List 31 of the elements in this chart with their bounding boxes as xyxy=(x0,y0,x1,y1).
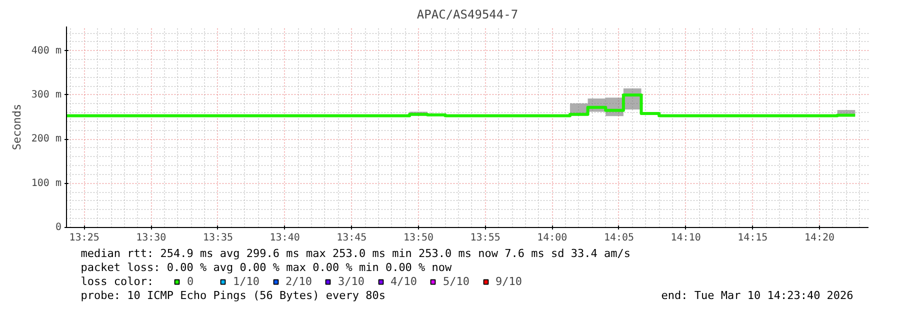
legend-label: 0 xyxy=(187,275,195,288)
x-tick-label: 13:55 xyxy=(470,232,500,244)
x-tick-label: 14:05 xyxy=(604,232,634,244)
x-tick-label: 13:50 xyxy=(403,232,434,244)
x-tick-label: 13:30 xyxy=(136,232,166,244)
x-tick-label: 14:10 xyxy=(670,232,701,244)
text: probe: 10 ICMP Echo Pings (56 Bytes) every 80s xyxy=(80,289,386,302)
y-tick-label: 0 xyxy=(55,222,62,233)
y-tick-label: 300 m xyxy=(31,89,62,100)
legend-label: 2/10 xyxy=(286,275,312,288)
text: end: Tue Mar 10 14:23:40 2026 xyxy=(661,289,854,302)
x-tick-label: 13:45 xyxy=(336,232,367,244)
y-tick-label: 200 m xyxy=(31,134,62,145)
x-tick-label: 14:20 xyxy=(804,232,835,244)
x-tick-label: 14:00 xyxy=(537,232,568,244)
legend-label: 1/10 xyxy=(233,275,260,288)
legend-label: 3/10 xyxy=(338,275,364,288)
legend-title: loss color: xyxy=(80,275,154,288)
legend-label: 9/10 xyxy=(496,275,522,288)
x-tick-label: 13:35 xyxy=(202,232,234,244)
chart-title: APAC/AS49544-7 xyxy=(416,8,518,22)
x-tick-label: 13:25 xyxy=(69,232,100,244)
text: packet loss: 0.00 % avg 0.00 % max 0.00 % min 0.00 % now xyxy=(80,261,452,274)
y-tick-label: 400 m xyxy=(31,45,62,56)
y-axis-title: Seconds xyxy=(10,104,24,150)
x-tick-label: 14:15 xyxy=(738,232,768,244)
legend-label: 4/10 xyxy=(390,275,417,288)
x-tick-label: 13:40 xyxy=(270,232,300,244)
legend-label: 5/10 xyxy=(443,275,470,288)
text: median rtt: 254.9 ms avg 299.6 ms max 253.0 ms min 253.0 ms now 7.6 ms sd 33.4 am/s xyxy=(80,247,630,260)
y-tick-label: 100 m xyxy=(31,178,62,189)
